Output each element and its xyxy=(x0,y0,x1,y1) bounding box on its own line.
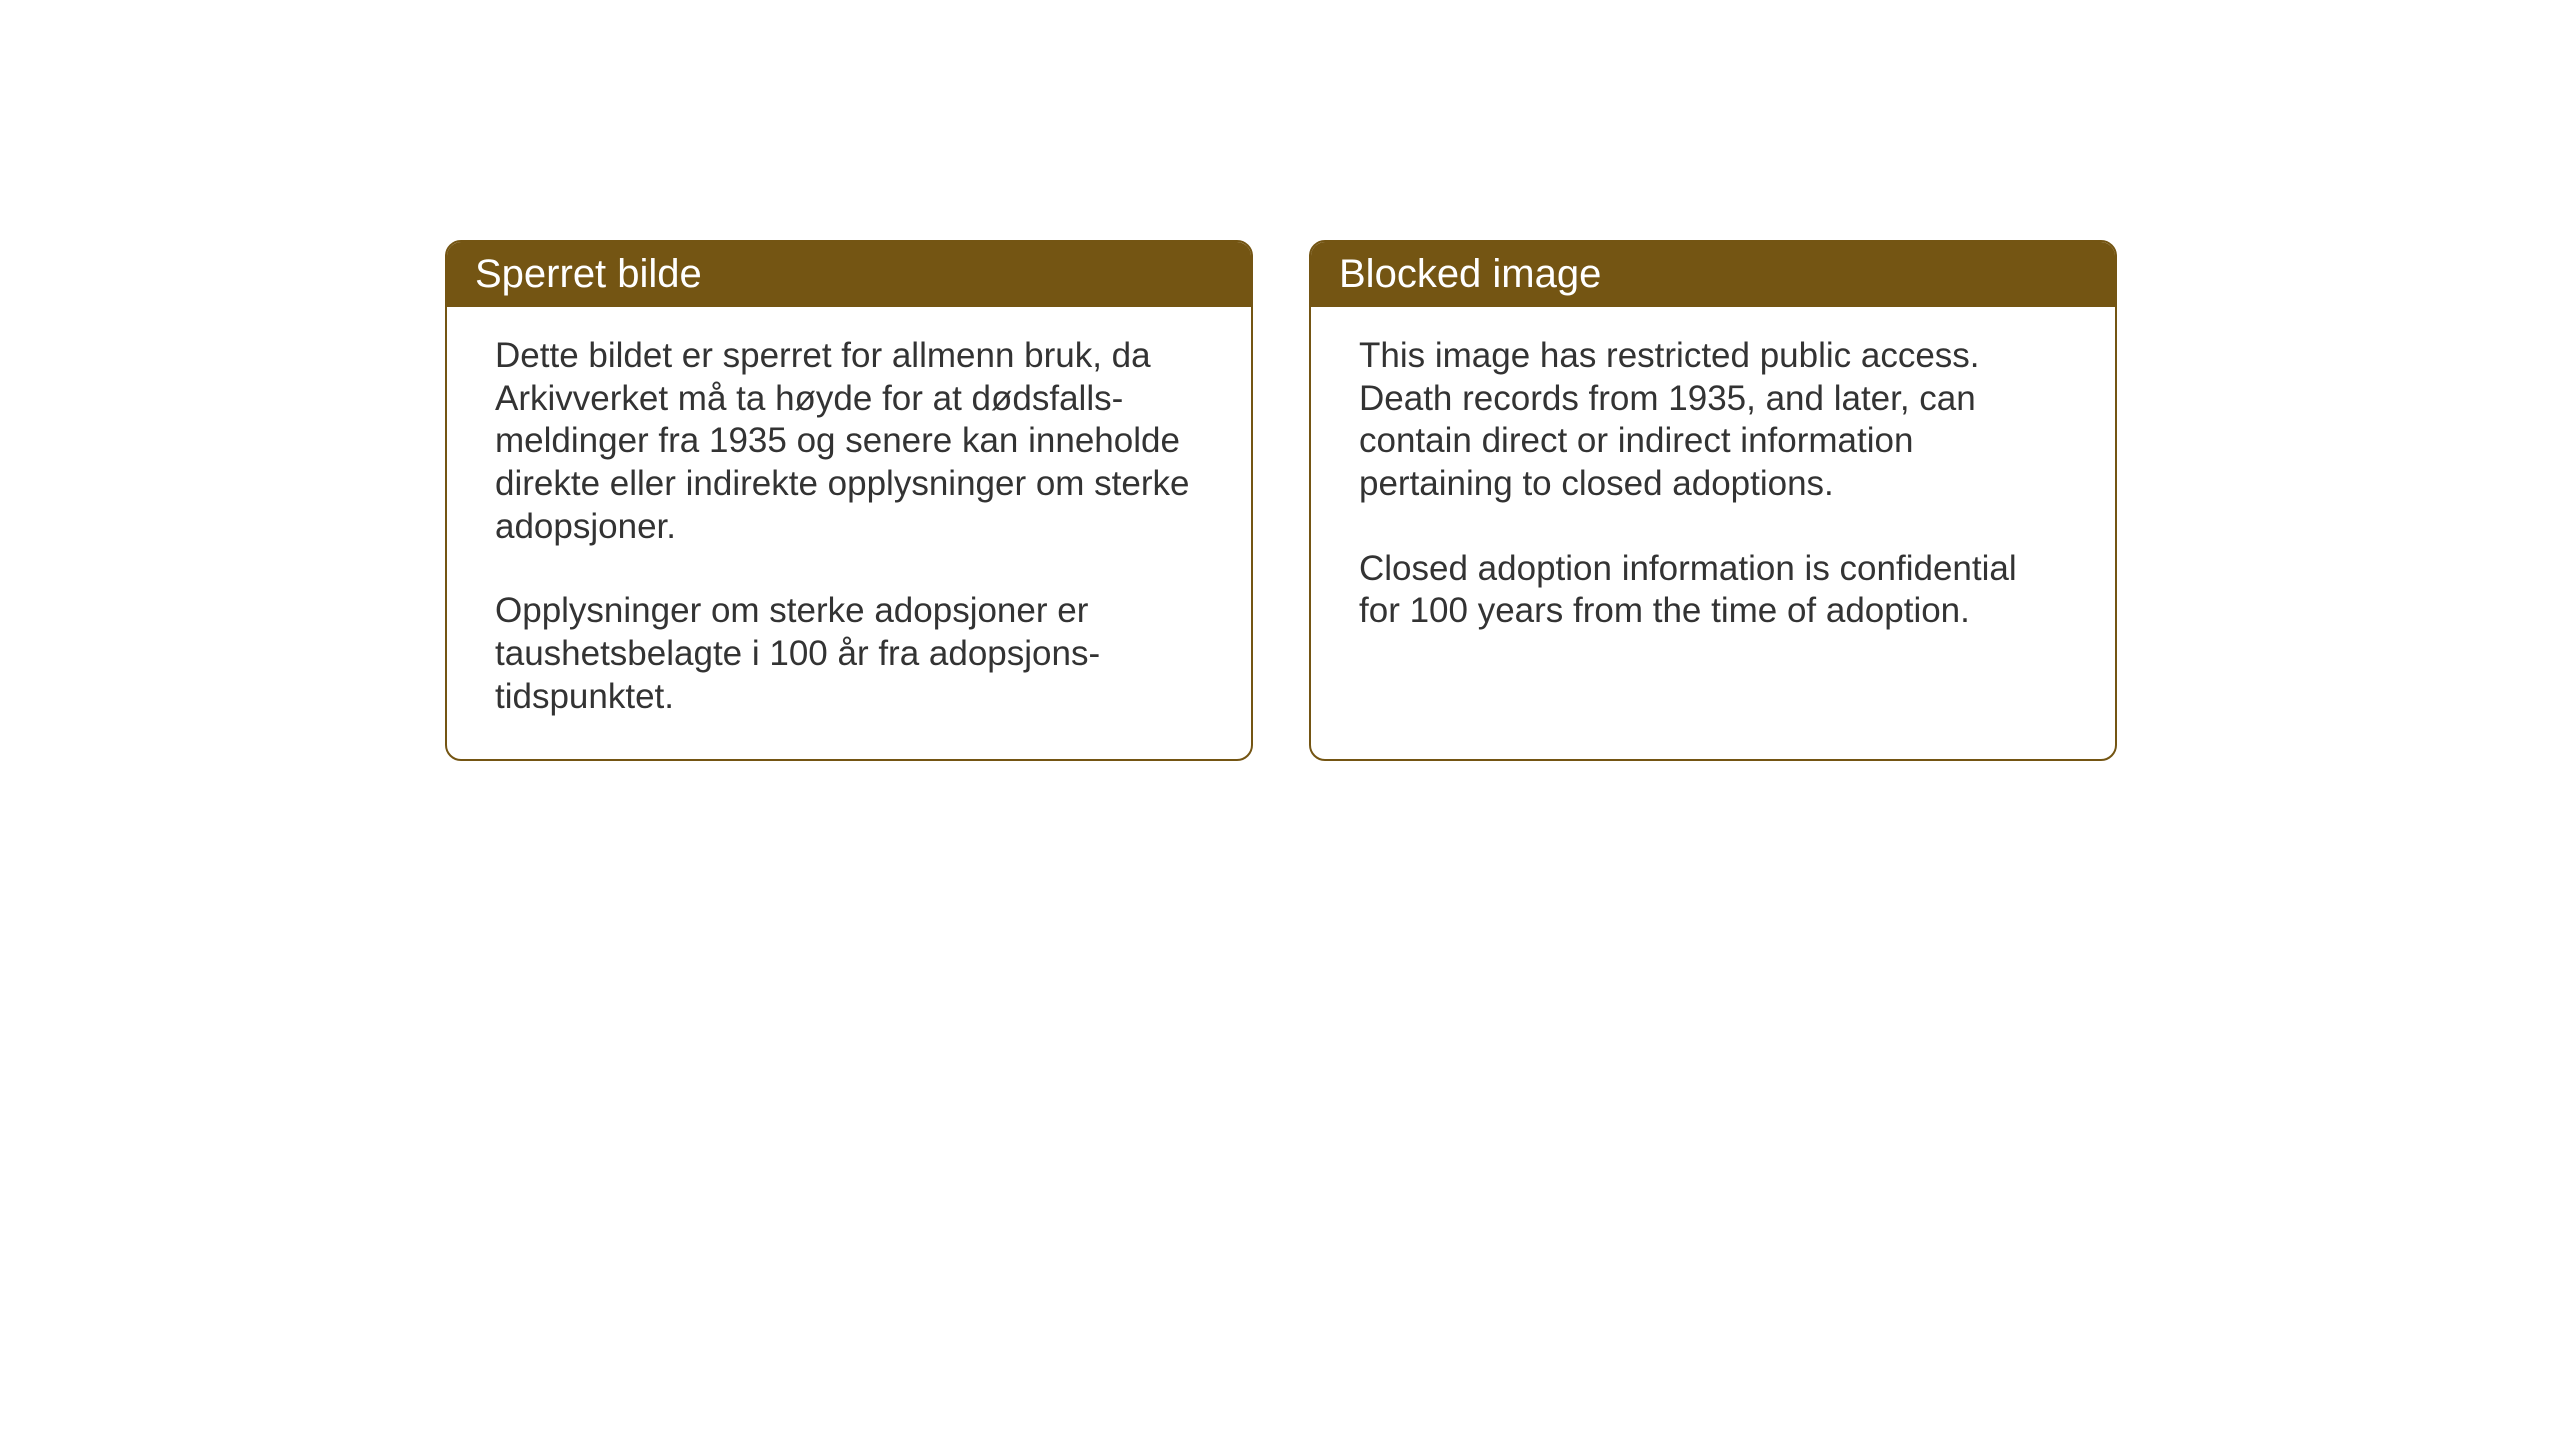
card-paragraph: Dette bildet er sperret for allmenn bruk… xyxy=(495,335,1203,548)
card-header-norwegian: Sperret bilde xyxy=(447,242,1251,307)
notice-card-english: Blocked image This image has restricted … xyxy=(1309,240,2117,761)
card-paragraph: Opplysninger om sterke adopsjoner er tau… xyxy=(495,590,1203,718)
card-body-norwegian: Dette bildet er sperret for allmenn bruk… xyxy=(447,307,1251,759)
card-paragraph: Closed adoption information is confident… xyxy=(1359,548,2067,633)
notice-card-norwegian: Sperret bilde Dette bildet er sperret fo… xyxy=(445,240,1253,761)
card-title: Blocked image xyxy=(1339,252,1601,296)
card-body-english: This image has restricted public access.… xyxy=(1311,307,2115,745)
notice-cards-container: Sperret bilde Dette bildet er sperret fo… xyxy=(445,240,2117,761)
card-header-english: Blocked image xyxy=(1311,242,2115,307)
card-paragraph: This image has restricted public access.… xyxy=(1359,335,2067,506)
card-title: Sperret bilde xyxy=(475,252,702,296)
